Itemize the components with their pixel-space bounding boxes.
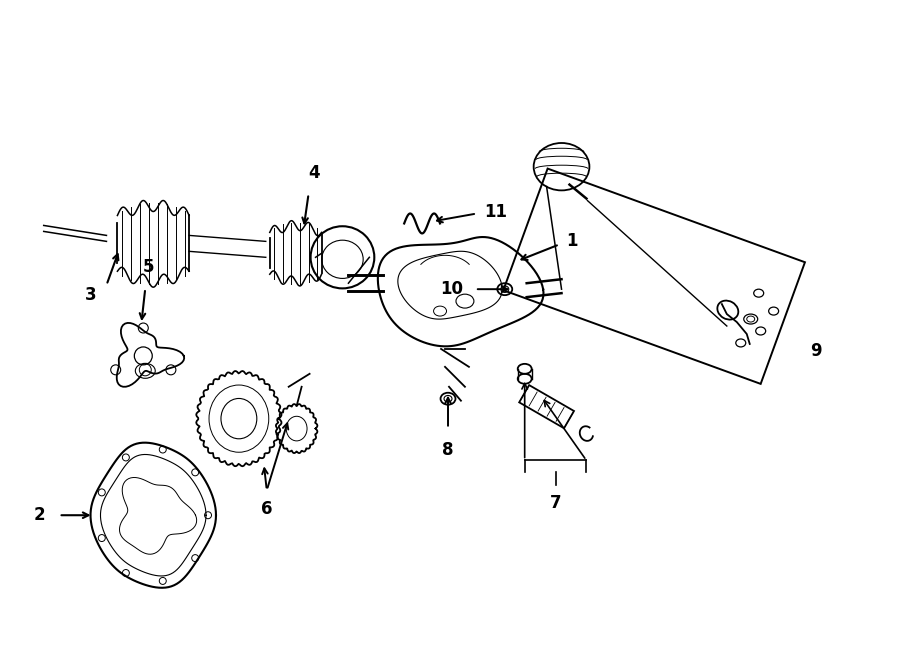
Text: 9: 9 <box>811 342 822 360</box>
Text: 2: 2 <box>34 506 46 524</box>
Text: 5: 5 <box>142 258 154 276</box>
Text: 8: 8 <box>442 440 454 459</box>
Text: 3: 3 <box>85 286 96 304</box>
Text: 7: 7 <box>550 494 562 512</box>
Text: 11: 11 <box>484 202 507 221</box>
Text: 1: 1 <box>566 233 578 251</box>
Text: 4: 4 <box>308 164 320 182</box>
Text: 10: 10 <box>440 280 463 298</box>
Text: 6: 6 <box>261 500 273 518</box>
